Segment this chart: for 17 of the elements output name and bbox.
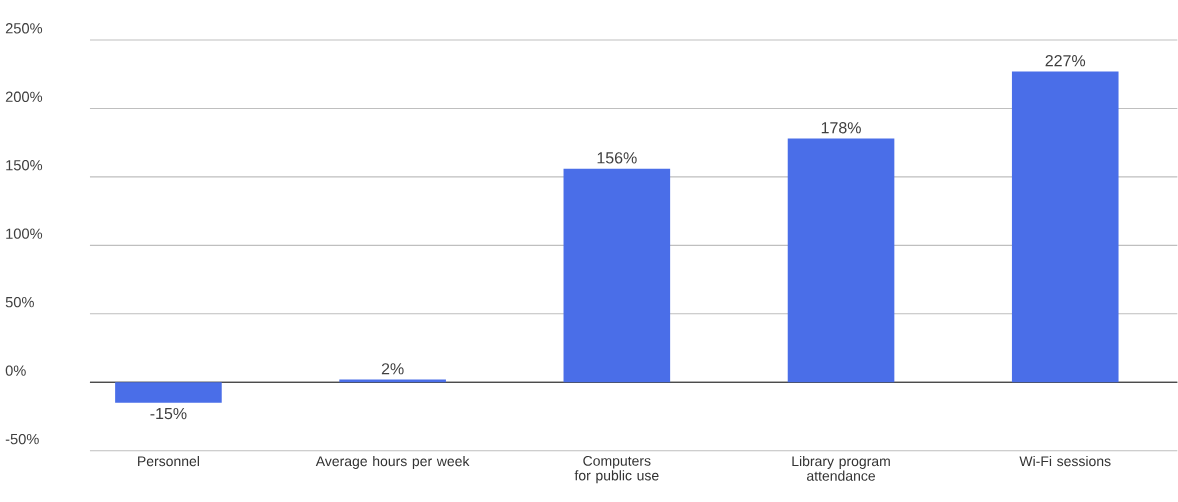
data-label: 2% bbox=[381, 363, 404, 375]
y-tick-label: 150% bbox=[6, 160, 43, 171]
y-tick-label: 0% bbox=[5, 365, 26, 376]
x-tick-label: Wi-Fi sessions bbox=[1019, 456, 1111, 467]
y-tick-label: 250% bbox=[5, 23, 43, 34]
data-label: 227% bbox=[1045, 55, 1086, 67]
x-tick-label: Personnel bbox=[138, 456, 199, 467]
x-tick-label: Library program attendance bbox=[792, 456, 890, 481]
y-tick-label: 200% bbox=[5, 91, 43, 103]
y-tick-label: 100% bbox=[6, 228, 43, 240]
y-tick-label: -50% bbox=[5, 434, 39, 445]
x-tick-label: Average hours per week bbox=[315, 456, 470, 470]
data-label: 156% bbox=[597, 152, 637, 164]
data-label: -15% bbox=[150, 408, 187, 420]
y-tick-label: 50% bbox=[5, 297, 34, 308]
data-label: 178% bbox=[821, 122, 861, 134]
x-tick-label: Computers for public use bbox=[574, 456, 659, 484]
